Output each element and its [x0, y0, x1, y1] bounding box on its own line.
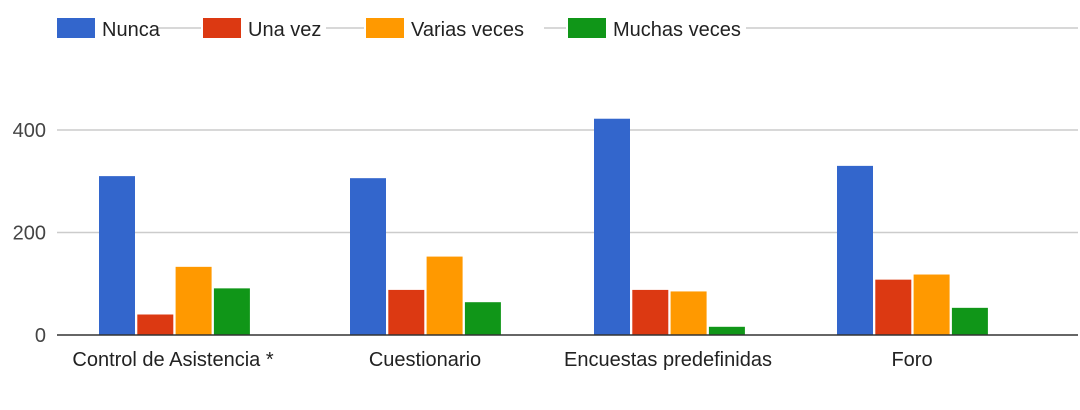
legend-swatch-una-vez [203, 18, 241, 38]
legend-label-nunca: Nunca [102, 19, 161, 41]
bar-cuestionario-nunca [350, 178, 386, 335]
legend: Nunca Una vez Varias veces Muchas veces [55, 14, 746, 42]
bar-control-de-asistencia-muchas-veces [213, 288, 250, 335]
bar-encuestas-predefinidas-una-vez [632, 289, 669, 335]
x-category-label-foro: Foro [891, 349, 932, 371]
bar-encuestas-predefinidas-nunca [594, 118, 630, 335]
bar-control-de-asistencia-una-vez [137, 314, 174, 335]
bar-control-de-asistencia-nunca [99, 176, 135, 335]
bar-control-de-asistencia-varias-veces [175, 266, 212, 335]
x-axis-labels: Control de Asistencia * Cuestionario Encue… [72, 349, 932, 371]
bar-encuestas-predefinidas-muchas-veces [708, 326, 745, 335]
bar-cuestionario-varias-veces [426, 256, 463, 335]
bar-foro-una-vez [875, 279, 912, 335]
legend-label-muchas-veces: Muchas veces [613, 19, 741, 41]
legend-swatch-muchas-veces [568, 18, 606, 38]
y-tick-label-200: 200 [13, 223, 46, 245]
legend-label-una-vez: Una vez [248, 19, 321, 41]
y-tick-label-400: 400 [13, 120, 46, 142]
bar-cuestionario-una-vez [388, 289, 425, 335]
x-category-label-cuestionario: Cuestionario [369, 349, 481, 371]
bar-foro-muchas-veces [951, 307, 988, 335]
x-category-label-encuestas-predefinidas: Encuestas predefinidas [564, 349, 772, 371]
legend-swatch-varias-veces [366, 18, 404, 38]
y-axis-ticks: 0 200 400 [13, 120, 46, 347]
y-tick-label-0: 0 [35, 325, 46, 347]
x-category-label-control-de-asistencia: Control de Asistencia * [72, 349, 273, 371]
legend-label-varias-veces: Varias veces [411, 19, 524, 41]
bar-cuestionario-muchas-veces [464, 302, 501, 335]
bar-encuestas-predefinidas-varias-veces [670, 291, 707, 335]
bars [99, 118, 988, 335]
bar-foro-varias-veces [913, 274, 950, 335]
legend-swatch-nunca [57, 18, 95, 38]
gridlines [57, 27, 1078, 234]
bar-foro-nunca [837, 165, 873, 335]
